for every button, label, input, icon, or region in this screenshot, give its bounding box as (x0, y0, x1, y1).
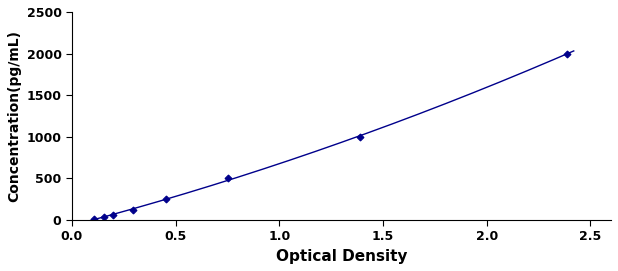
X-axis label: Optical Density: Optical Density (276, 249, 407, 264)
Y-axis label: Concentration(pg/mL): Concentration(pg/mL) (7, 30, 21, 202)
